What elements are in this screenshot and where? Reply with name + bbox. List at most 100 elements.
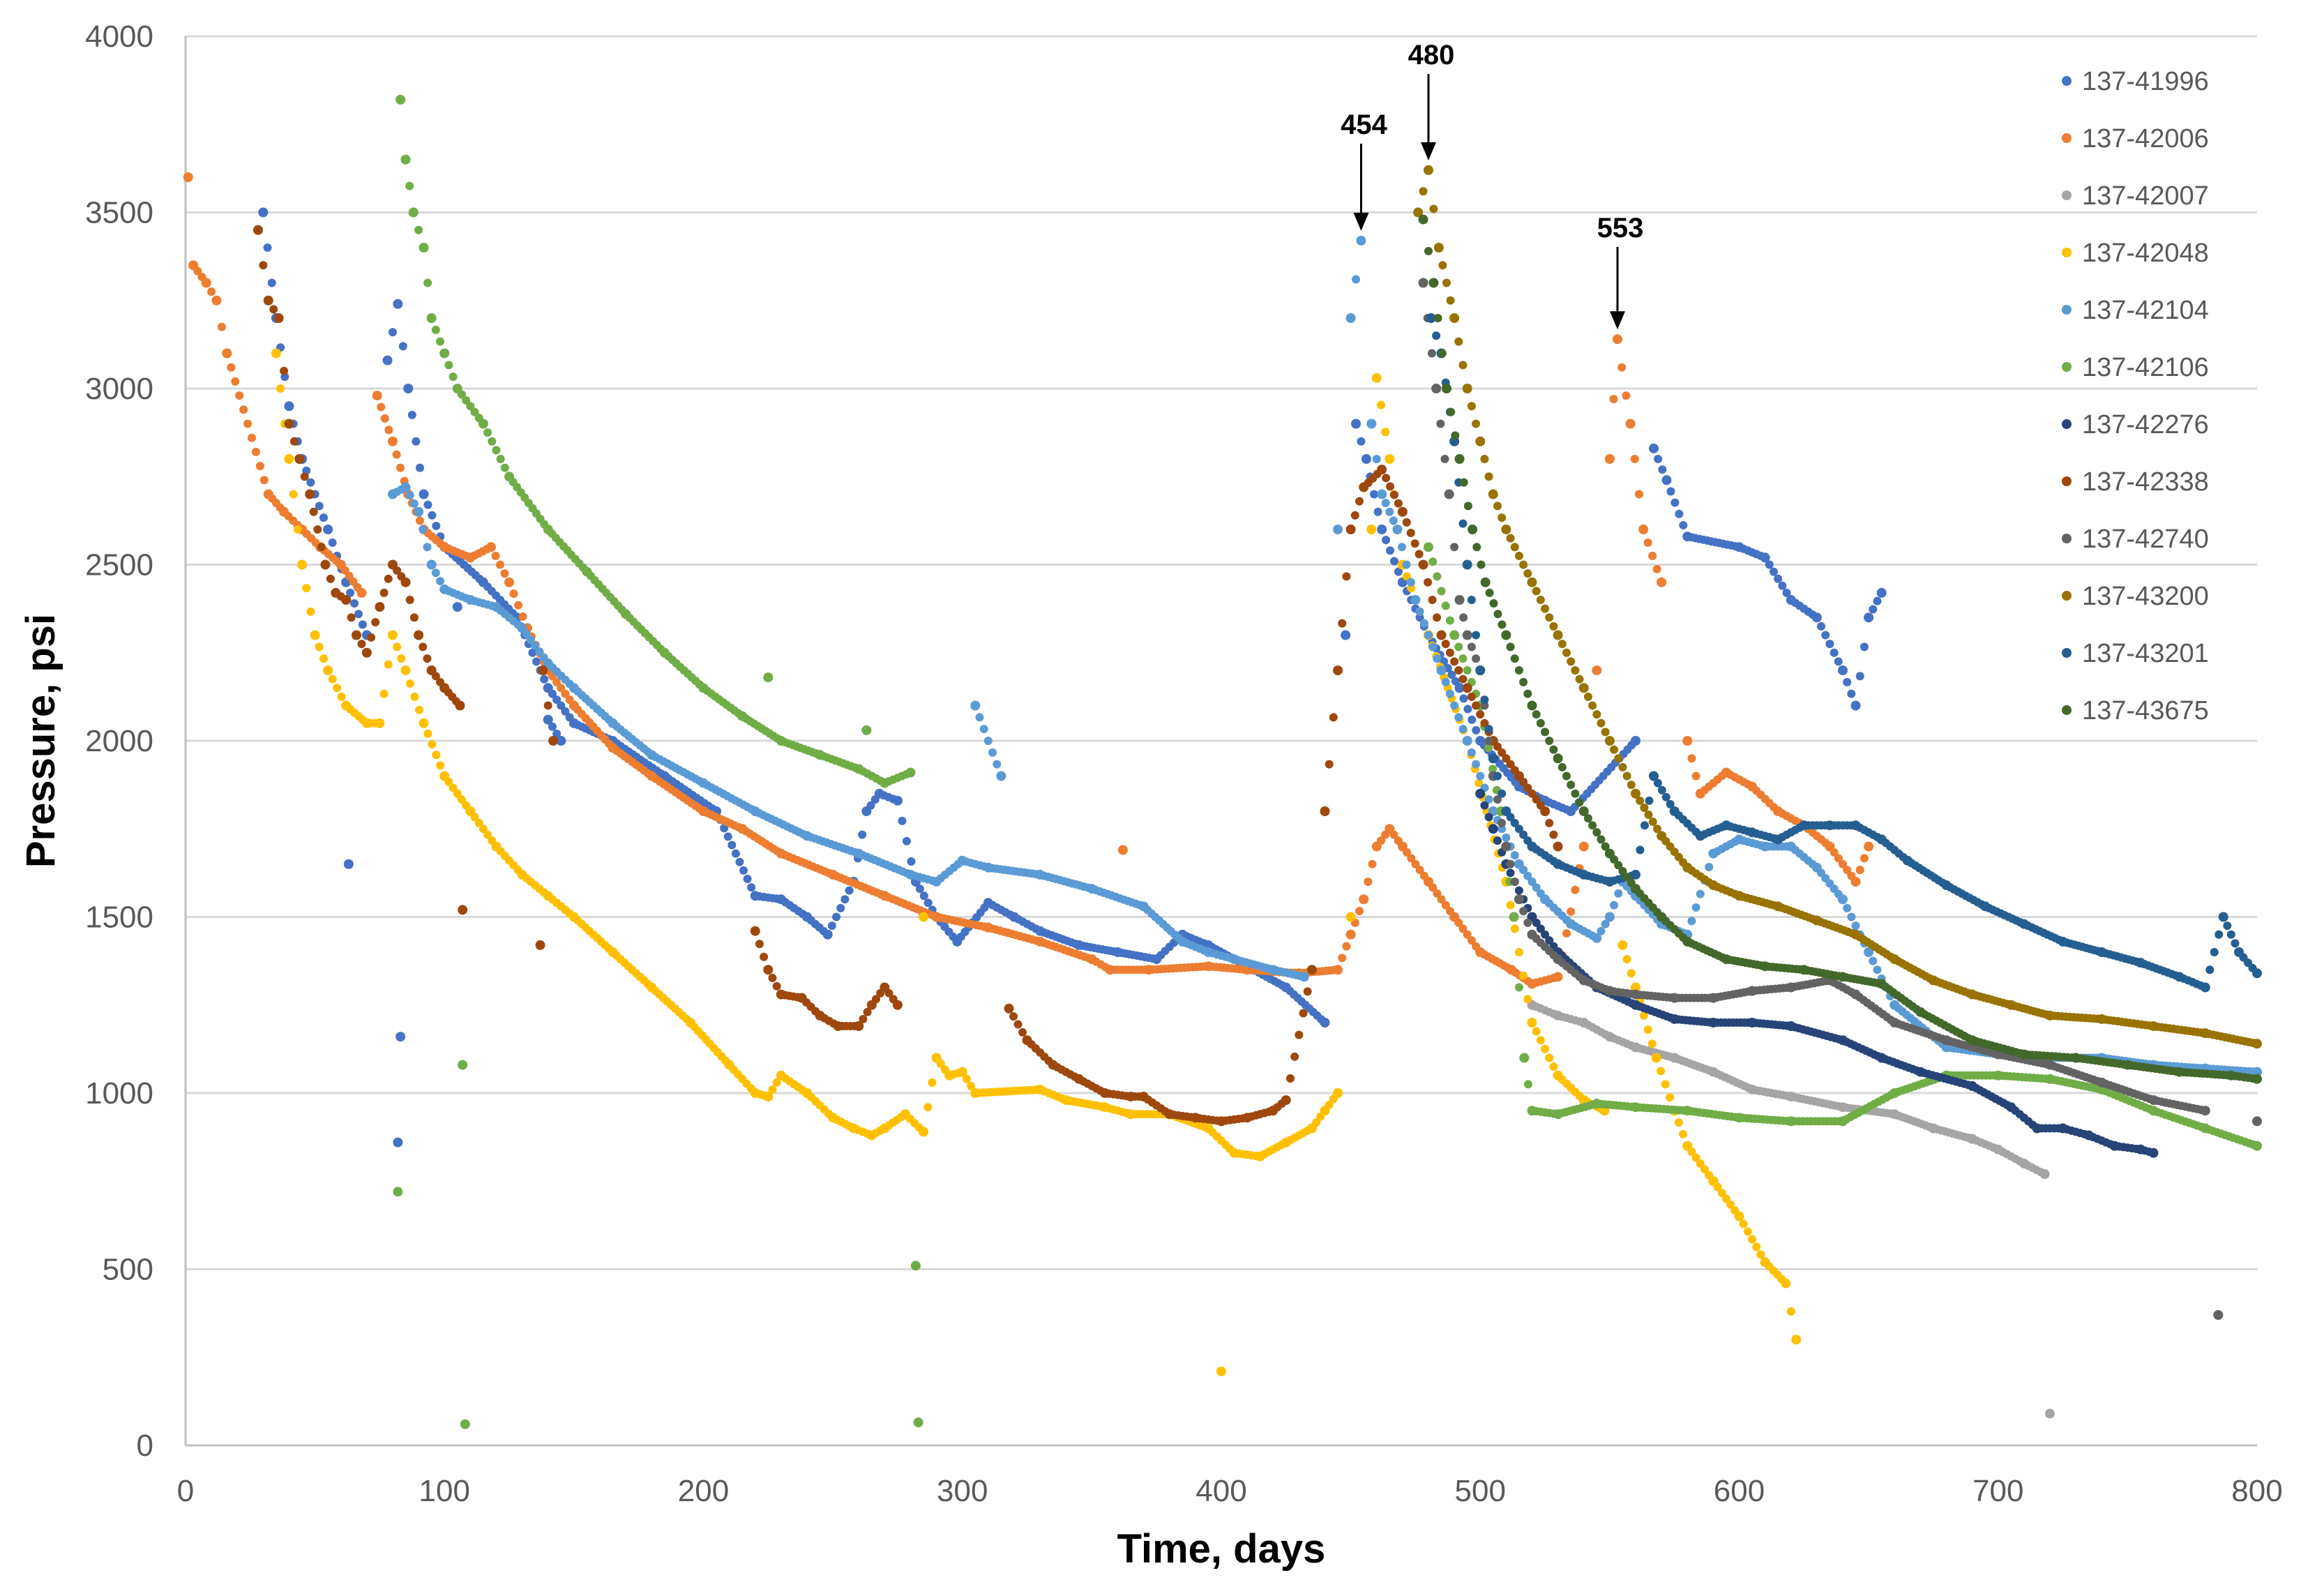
data-point xyxy=(1303,987,1312,996)
data-point xyxy=(1366,419,1377,429)
data-point xyxy=(1418,214,1428,225)
data-point xyxy=(1562,929,1571,938)
data-point xyxy=(1562,648,1571,657)
data-point xyxy=(1370,490,1379,499)
data-point xyxy=(556,736,566,746)
data-point xyxy=(1467,748,1476,757)
data-point xyxy=(1414,550,1424,559)
legend-marker xyxy=(2062,76,2072,86)
data-point xyxy=(1488,753,1498,764)
data-point xyxy=(496,455,505,463)
annotation-arrowhead xyxy=(1353,212,1369,231)
data-point xyxy=(1493,771,1502,781)
data-point xyxy=(1519,1053,1530,1063)
data-point xyxy=(532,657,541,666)
data-point xyxy=(1356,235,1366,246)
data-point xyxy=(1532,883,1541,892)
data-point xyxy=(470,407,479,416)
data-point xyxy=(1437,895,1446,904)
data-point xyxy=(1536,924,1545,933)
data-point xyxy=(1859,642,1869,652)
data-point xyxy=(1622,955,1631,964)
data-point xyxy=(1406,578,1415,587)
data-point xyxy=(2205,965,2215,974)
data-point xyxy=(1687,1147,1696,1157)
data-point xyxy=(201,278,211,288)
data-point xyxy=(763,672,774,683)
data-point xyxy=(1514,666,1523,675)
data-point xyxy=(1536,1036,1545,1045)
data-point xyxy=(1510,878,1519,886)
data-point xyxy=(902,836,911,845)
x-tick-label: 800 xyxy=(2231,1474,2282,1508)
data-point xyxy=(1506,813,1515,822)
data-point xyxy=(372,391,382,401)
data-point xyxy=(418,642,428,652)
data-point xyxy=(428,511,437,520)
data-point xyxy=(509,589,518,598)
data-point xyxy=(398,342,407,351)
data-point xyxy=(1811,612,1822,623)
data-point xyxy=(1472,654,1481,663)
data-point xyxy=(993,760,1002,769)
data-point xyxy=(259,476,269,485)
legend-item: 137-41996 xyxy=(2062,67,2209,96)
data-point xyxy=(1519,777,1528,786)
data-point xyxy=(548,722,557,731)
data-point xyxy=(1462,630,1472,640)
data-point xyxy=(207,287,216,296)
data-point xyxy=(1643,1025,1652,1034)
data-point xyxy=(1502,754,1511,763)
data-point xyxy=(384,426,393,435)
annotation-label: 480 xyxy=(1408,40,1455,70)
data-point xyxy=(1618,762,1627,771)
data-point xyxy=(1643,538,1652,547)
data-point xyxy=(1433,613,1442,622)
data-point xyxy=(1614,889,1623,898)
data-point xyxy=(384,574,393,583)
data-point xyxy=(358,620,367,629)
data-point xyxy=(1372,455,1381,463)
data-point xyxy=(431,569,440,578)
data-point xyxy=(1431,384,1442,393)
data-point xyxy=(1418,559,1428,570)
data-point xyxy=(273,313,284,323)
data-point xyxy=(302,584,311,593)
data-point xyxy=(1428,278,1439,288)
data-point xyxy=(367,633,376,642)
data-point xyxy=(315,642,324,652)
data-point xyxy=(1493,795,1502,804)
data-point xyxy=(768,974,777,983)
data-point xyxy=(1306,965,1317,975)
data-point xyxy=(975,713,984,722)
data-point xyxy=(866,801,875,810)
data-point xyxy=(426,559,437,570)
legend-label: 137-42338 xyxy=(2082,467,2209,497)
data-point xyxy=(1519,971,1528,980)
data-point xyxy=(1428,883,1438,892)
data-point xyxy=(1838,894,1848,905)
data-point xyxy=(271,348,281,359)
data-point xyxy=(1463,666,1472,675)
data-point xyxy=(488,437,497,446)
data-point xyxy=(1462,736,1472,746)
data-point xyxy=(269,305,278,314)
data-point xyxy=(251,447,260,456)
data-point xyxy=(1281,1095,1291,1106)
data-point xyxy=(382,355,393,366)
data-point xyxy=(1320,806,1330,816)
data-point xyxy=(1355,497,1364,506)
data-point xyxy=(1592,710,1601,719)
data-point xyxy=(1514,948,1523,956)
data-point xyxy=(444,361,453,370)
data-point xyxy=(996,771,1006,781)
data-point xyxy=(423,729,432,738)
data-point xyxy=(428,740,437,749)
data-point xyxy=(1597,718,1606,728)
data-point xyxy=(1484,795,1493,804)
data-point xyxy=(1392,525,1403,534)
data-point xyxy=(293,525,302,534)
data-point xyxy=(1617,940,1628,950)
